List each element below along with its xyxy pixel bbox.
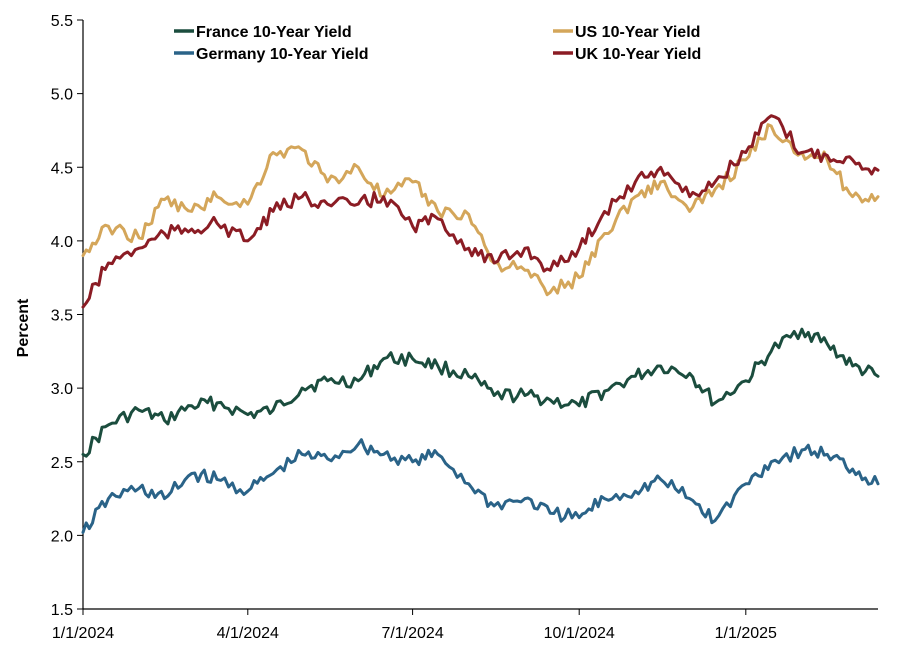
series-line [81, 438, 880, 534]
legend-label: UK 10-Year Yield [575, 46, 701, 63]
y-axis-title: Percent [15, 298, 32, 357]
series-layer [81, 114, 880, 534]
x-tick-label: 7/1/2024 [381, 625, 443, 642]
y-tick-label: 1.5 [51, 602, 73, 619]
x-tick-label: 10/1/2024 [544, 625, 615, 642]
x-tick-label: 4/1/2024 [217, 625, 279, 642]
x-tick-label: 1/1/2025 [715, 625, 777, 642]
legend-label: US 10-Year Yield [575, 24, 700, 41]
y-tick-label: 2.0 [51, 528, 73, 545]
legend-label: France 10-Year Yield [196, 24, 352, 41]
y-tick-label: 4.5 [51, 160, 73, 177]
legend-label: Germany 10-Year Yield [196, 46, 369, 63]
series-line [81, 327, 880, 458]
legend: France 10-Year Yield Germany 10-Year Yiel… [174, 24, 701, 63]
y-tick-label: 5.5 [51, 13, 73, 30]
y-tick-label: 2.5 [51, 455, 73, 472]
x-tick-label: 1/1/2024 [52, 625, 114, 642]
series-line [81, 114, 880, 309]
y-tick-label: 4.0 [51, 234, 73, 251]
y-tick-label: 5.0 [51, 87, 73, 104]
axes: 1.5 2.0 2.5 3.0 3.5 4.0 4.5 5.0 5.5 1/1/2024 4/1/2… [51, 13, 878, 642]
y-tick-label: 3.0 [51, 381, 73, 398]
series-line [81, 123, 880, 297]
y-tick-label: 3.5 [51, 308, 73, 325]
